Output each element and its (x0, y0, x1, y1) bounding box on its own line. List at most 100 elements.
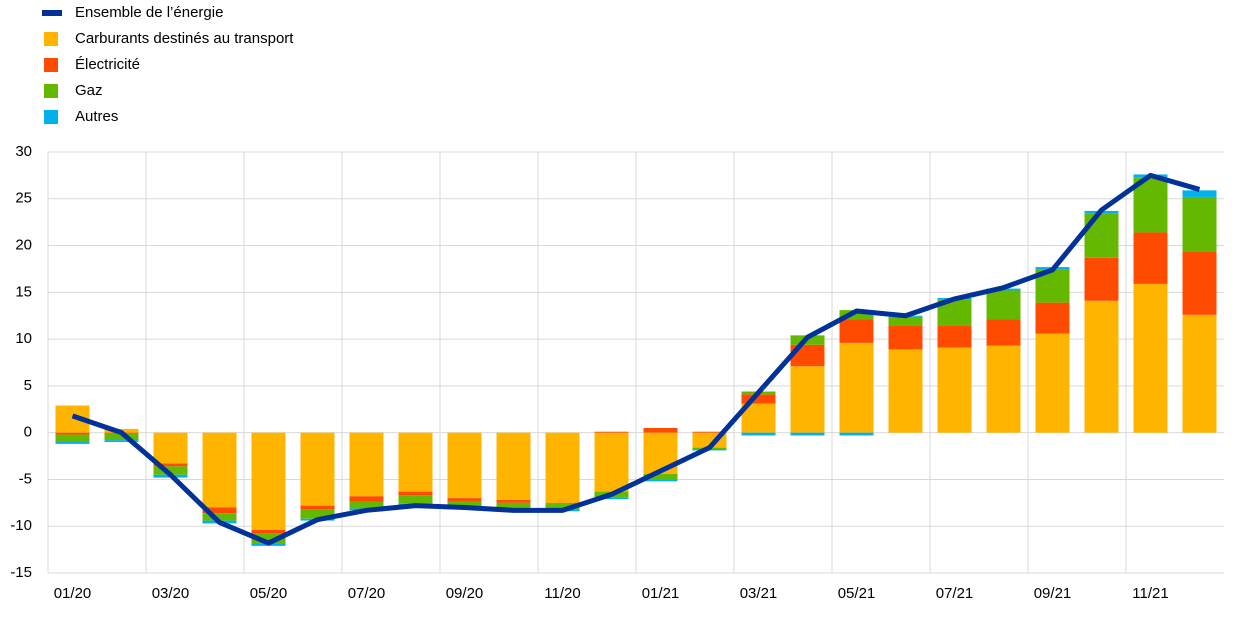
bar-segment (251, 432, 286, 530)
bar-segment (1133, 177, 1168, 233)
bar-segment (447, 498, 482, 501)
bar-segment (300, 432, 335, 506)
bar-segment (398, 432, 433, 492)
bar-segment (447, 500, 482, 507)
bar-segment (55, 432, 90, 435)
bar-segment (1182, 196, 1217, 252)
bar-segment (937, 326, 972, 348)
bar-segment (790, 366, 825, 433)
bar-segment (937, 347, 972, 433)
bar-segment (888, 349, 923, 433)
bar-segment (643, 473, 678, 480)
bar-segment (398, 491, 433, 496)
bar-segment (1133, 283, 1168, 433)
bar-segment (545, 503, 580, 510)
bar-segment (888, 316, 923, 327)
y-tick-label: -5 (19, 470, 32, 487)
bar-segment (594, 432, 629, 492)
bar-segment (1182, 251, 1217, 315)
bar-segment (1035, 302, 1070, 334)
y-tick-label: 5 (24, 377, 32, 394)
x-tick-label: 07/20 (348, 585, 386, 602)
legend-line (42, 10, 62, 16)
bar-segment (153, 463, 188, 467)
bar-segment (1035, 333, 1070, 433)
x-tick-label: 03/21 (740, 585, 778, 602)
bar-segment (1182, 190, 1217, 197)
legend-label: Gaz (75, 82, 103, 99)
legend-swatch (44, 110, 58, 124)
bar-segment (545, 432, 580, 503)
x-tick-label: 09/20 (446, 585, 484, 602)
x-tick-label: 05/21 (838, 585, 876, 602)
bar-segment (839, 432, 874, 436)
bar-segment (594, 497, 629, 500)
bar-segment (643, 479, 678, 482)
bar-segment (1133, 232, 1168, 284)
bar-segment (349, 496, 384, 502)
legend-label: Autres (75, 108, 118, 125)
bar-segment (888, 326, 923, 350)
bar-segment (496, 500, 531, 503)
bar-segment (839, 310, 874, 320)
x-tick-label: 01/21 (642, 585, 680, 602)
x-tick-label: 01/20 (54, 585, 92, 602)
legend-swatch (44, 84, 58, 98)
x-tick-label: 11/20 (544, 585, 580, 602)
bar-segment (153, 466, 188, 475)
bar-segment (202, 507, 237, 514)
bar-segment (55, 442, 90, 444)
bar-segment (496, 432, 531, 501)
bar-segment (202, 432, 237, 508)
y-tick-label: 30 (15, 143, 32, 160)
bar-segment (496, 502, 531, 509)
bar-segment (839, 342, 874, 433)
bar-segment (986, 319, 1021, 346)
bar-segment (692, 431, 727, 433)
bar-segment (1182, 314, 1217, 433)
bar-segment (1084, 300, 1119, 433)
x-tick-label: 03/20 (152, 585, 190, 602)
y-tick-label: 10 (15, 330, 32, 347)
bar-segment (545, 502, 580, 504)
bar-segment (300, 505, 335, 510)
y-tick-label: 0 (24, 424, 32, 441)
x-tick-label: 05/20 (250, 585, 288, 602)
bar-segment (741, 394, 776, 404)
bar-segment (741, 432, 776, 436)
y-tick-label: 20 (15, 237, 32, 254)
bar-segment (986, 345, 1021, 433)
bar-segment (839, 319, 874, 343)
y-tick-label: 25 (15, 190, 32, 207)
y-tick-label: -15 (10, 564, 32, 581)
legend-swatch (44, 32, 58, 46)
bar-segment (104, 433, 139, 441)
bar-segment (104, 440, 139, 443)
bar-segment (398, 495, 433, 504)
y-tick-label: -10 (10, 517, 32, 534)
bar-segment (300, 509, 335, 519)
bar-segment (1084, 257, 1119, 301)
legend-label: Carburants destinés au transport (75, 30, 294, 47)
line (71, 172, 1201, 546)
bar-segment (202, 513, 237, 521)
x-tick-label: 07/21 (936, 585, 974, 602)
x-tick-label: 11/21 (1132, 585, 1168, 602)
bar-segment (153, 432, 188, 464)
bar-segment (790, 432, 825, 436)
bar-segment (986, 290, 1021, 320)
bar-segment (251, 529, 286, 534)
legend-label: Électricité (75, 56, 140, 73)
legend-label: Ensemble de l’énergie (75, 4, 223, 21)
bar-segment (643, 427, 678, 433)
y-tick-label: 15 (15, 283, 32, 300)
bar-segment (349, 432, 384, 497)
bar-segment (447, 432, 482, 499)
legend-swatch (44, 58, 58, 72)
bar-segment (1084, 213, 1119, 258)
bar-segment (55, 434, 90, 443)
bar-segment (594, 431, 629, 433)
x-tick-label: 09/21 (1034, 585, 1072, 602)
